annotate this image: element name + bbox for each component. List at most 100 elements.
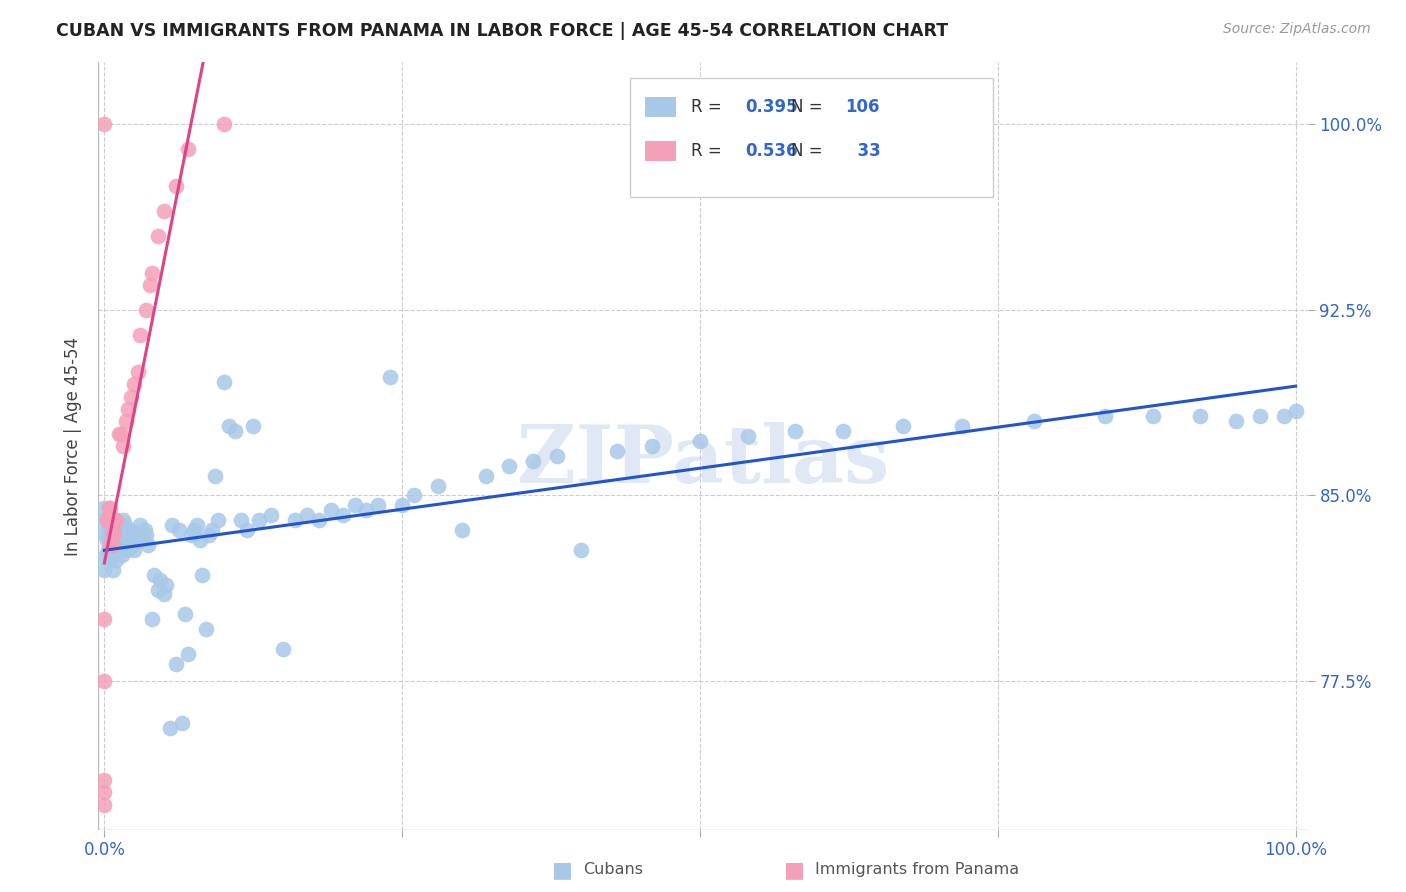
Point <box>242 419 264 434</box>
Point <box>380 369 402 384</box>
Point <box>114 533 136 547</box>
Point <box>138 278 160 293</box>
Point <box>138 538 160 552</box>
Point <box>129 327 152 342</box>
Point <box>832 424 855 438</box>
Point <box>110 426 132 441</box>
Point <box>188 533 211 547</box>
Point <box>105 533 128 547</box>
Text: R =: R = <box>690 142 727 160</box>
Point <box>474 468 496 483</box>
Point <box>134 523 156 537</box>
Point <box>569 543 592 558</box>
Point <box>153 587 176 601</box>
Point <box>391 499 413 513</box>
Point <box>93 550 115 565</box>
Point <box>101 538 124 552</box>
Point <box>100 518 122 533</box>
Point <box>204 468 226 483</box>
Point <box>104 543 127 558</box>
Point <box>153 203 176 218</box>
Point <box>404 488 426 502</box>
Point <box>212 375 235 389</box>
Point <box>127 531 149 545</box>
Point <box>218 419 240 434</box>
Point <box>114 518 136 533</box>
Point <box>108 543 131 558</box>
Point <box>284 513 307 527</box>
FancyBboxPatch shape <box>645 141 676 161</box>
Point <box>1272 409 1295 424</box>
Text: CUBAN VS IMMIGRANTS FROM PANAMA IN LABOR FORCE | AGE 45-54 CORRELATION CHART: CUBAN VS IMMIGRANTS FROM PANAMA IN LABOR… <box>56 22 949 40</box>
Point <box>103 528 125 542</box>
Point <box>891 419 914 434</box>
Point <box>737 429 759 443</box>
Point <box>141 612 163 626</box>
Point <box>149 573 172 587</box>
Point <box>212 117 235 131</box>
Point <box>183 523 205 537</box>
Point <box>125 525 148 540</box>
Point <box>450 523 472 537</box>
Point <box>93 500 115 515</box>
Point <box>112 439 135 453</box>
Text: Cubans: Cubans <box>583 863 644 877</box>
Point <box>247 513 270 527</box>
Point <box>105 523 128 537</box>
Point <box>103 525 125 540</box>
Point <box>180 528 202 542</box>
Point <box>785 424 807 438</box>
Point <box>111 548 134 562</box>
Point <box>1022 414 1045 428</box>
Point <box>207 513 229 527</box>
FancyBboxPatch shape <box>645 97 676 117</box>
Point <box>170 716 193 731</box>
Text: 106: 106 <box>845 98 880 116</box>
Text: ZIPatlas: ZIPatlas <box>517 422 889 500</box>
Point <box>107 426 129 441</box>
Point <box>606 444 628 458</box>
Point <box>174 607 197 622</box>
Point <box>191 567 214 582</box>
Point <box>546 449 568 463</box>
Point <box>122 377 145 392</box>
Text: 0.536: 0.536 <box>745 142 797 160</box>
Point <box>522 454 544 468</box>
Point <box>93 773 115 788</box>
Point <box>186 518 208 533</box>
Text: 33: 33 <box>845 142 880 160</box>
Point <box>319 503 342 517</box>
Point <box>110 528 132 542</box>
Point <box>93 563 115 577</box>
Point <box>159 721 181 735</box>
Point <box>141 266 163 280</box>
Point <box>120 523 142 537</box>
Point <box>97 543 120 558</box>
Point <box>1285 404 1308 418</box>
Point <box>146 228 169 243</box>
Point <box>101 563 124 577</box>
Point <box>98 550 121 565</box>
Point <box>367 499 389 513</box>
Point <box>103 548 125 562</box>
Point <box>143 567 166 582</box>
Point <box>93 117 115 131</box>
Point <box>98 500 121 515</box>
Point <box>131 533 153 547</box>
FancyBboxPatch shape <box>630 78 993 197</box>
Point <box>127 365 149 379</box>
Text: ■: ■ <box>553 860 572 880</box>
Point <box>198 528 221 542</box>
Point <box>295 508 318 523</box>
Text: R =: R = <box>690 98 727 116</box>
Point <box>93 612 115 626</box>
Point <box>200 523 222 537</box>
Point <box>498 458 520 473</box>
Point <box>104 513 127 527</box>
Point <box>96 513 118 527</box>
Point <box>135 528 157 542</box>
Point <box>105 553 128 567</box>
Point <box>165 657 187 671</box>
Point <box>93 797 115 812</box>
Point <box>194 622 217 636</box>
